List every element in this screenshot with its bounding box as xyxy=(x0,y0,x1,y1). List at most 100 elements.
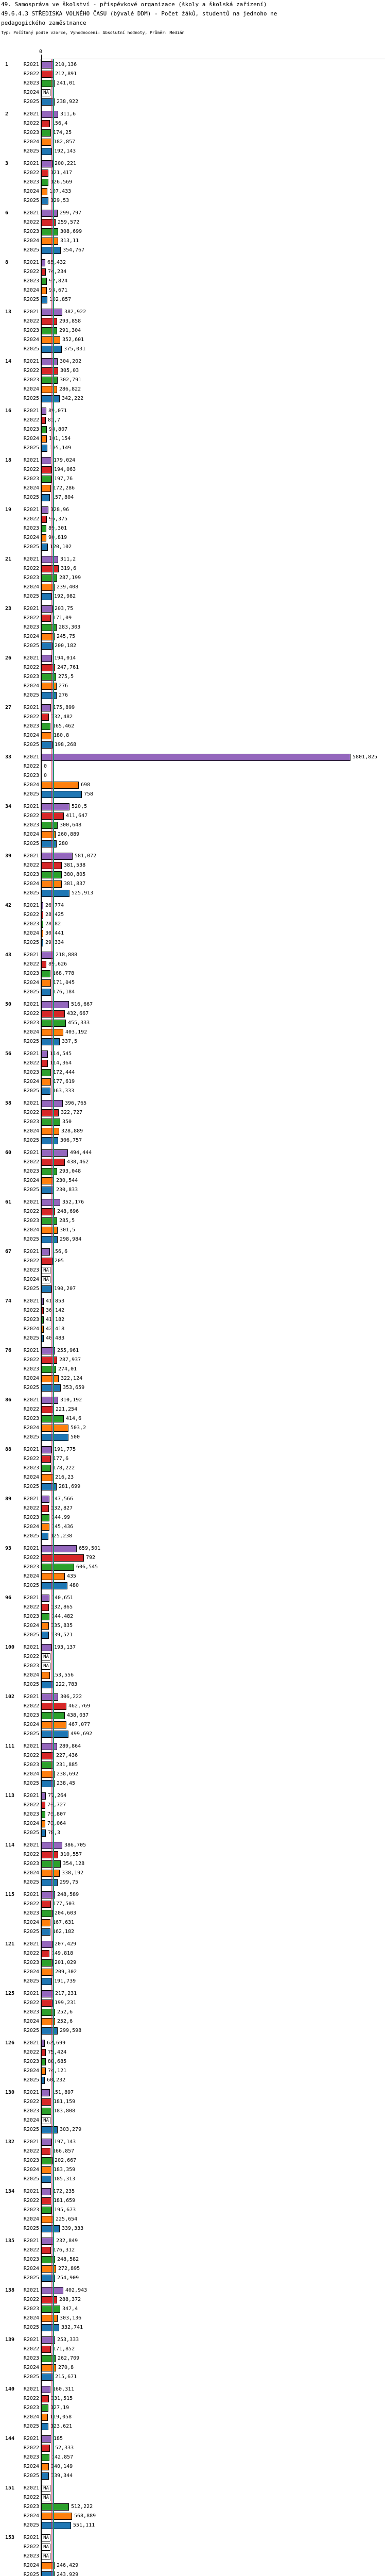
value-label: 322,124 xyxy=(61,1376,83,1381)
value-label: 230,544 xyxy=(56,1178,78,1183)
bar xyxy=(42,1582,67,1589)
value-label: 5801,825 xyxy=(353,754,378,760)
year-label: R2024 xyxy=(23,238,39,244)
bar xyxy=(42,228,58,235)
value-label: 245,75 xyxy=(57,634,76,639)
bar-row: R202578,3 xyxy=(0,1828,386,1838)
value-label: 302,791 xyxy=(60,377,82,383)
year-label: R2024 xyxy=(23,881,39,887)
bar-row: R2021 382,922 xyxy=(0,308,386,317)
bar-group: 58 R2021 396,765 R2022 322,727 R2023 350 R2024 3… xyxy=(0,1099,386,1145)
bar xyxy=(42,71,53,78)
bar-row: R2021 402,943 xyxy=(0,2286,386,2295)
bar xyxy=(42,2216,54,2223)
year-label: R2022 xyxy=(23,417,39,423)
bar-group: 100 R2021 193,137 R2022 NA R2023 NA R2024 153,55… xyxy=(0,1643,386,1689)
bar-row: R2022 96,375 xyxy=(0,515,386,524)
year-label: R2024 xyxy=(23,2068,39,2074)
value-label: 230,833 xyxy=(56,1187,78,1193)
year-label: R2023 xyxy=(23,1416,39,1421)
group-number: 74 xyxy=(5,1298,12,1304)
bar xyxy=(42,1910,52,1917)
value-label: 438,462 xyxy=(67,1159,89,1165)
bar xyxy=(42,1879,58,1886)
year-label: R2025 xyxy=(23,1583,39,1588)
year-label: R2021 xyxy=(23,2287,39,2293)
year-label: R2024 xyxy=(23,1326,39,1332)
year-label: R2025 xyxy=(23,742,39,748)
bar-row: R2023 308,699 xyxy=(0,227,386,236)
year-label: R2024 xyxy=(23,1573,39,1579)
bar xyxy=(42,1959,52,1967)
year-label: R2025 xyxy=(23,1830,39,1836)
bar xyxy=(42,961,46,968)
bar xyxy=(42,642,52,650)
bar-row: R2024 182,857 xyxy=(0,138,386,147)
value-label: 500 xyxy=(71,1434,80,1440)
year-label: R2023 xyxy=(23,2009,39,2015)
value-label: 308,699 xyxy=(60,229,82,234)
value-label: 339,333 xyxy=(62,2226,84,2231)
bar-row: R2024 119,058 xyxy=(0,2413,386,2422)
value-label: 80,685 xyxy=(48,2059,67,2064)
year-label: R2022 xyxy=(23,121,39,126)
bar xyxy=(42,1227,58,1234)
year-label: R2021 xyxy=(23,2386,39,2392)
bar-group: 16 R2021 89,071 R202281,7 R2023 98,807 R2024 10… xyxy=(0,406,386,453)
bar-row: R2022 132,865 xyxy=(0,1603,386,1612)
year-label: R2024 xyxy=(23,1623,39,1629)
value-label: 182,857 xyxy=(54,139,76,145)
bar xyxy=(42,2463,49,2470)
value-label: 248,696 xyxy=(57,1209,79,1214)
bar xyxy=(42,278,47,285)
bar xyxy=(42,2148,50,2155)
bar-row: R202281,7 xyxy=(0,416,386,425)
value-label: 0 xyxy=(44,764,47,769)
bar xyxy=(42,1851,58,1858)
bar-row: R2023 172,444 xyxy=(0,1068,386,1077)
year-label: R2021 xyxy=(23,161,39,166)
bar-group: 21 R2021 311,2 R2022 319,6 R2023 287,199 R2024 2… xyxy=(0,555,386,601)
bar-row: R2021 194,014 xyxy=(0,654,386,663)
value-label: 114,364 xyxy=(50,1060,72,1066)
bar xyxy=(42,633,55,640)
group-number: 93 xyxy=(5,1546,12,1551)
bar-row: R2023 NA xyxy=(0,1662,386,1671)
bar-group: 56 R2021 114,545 R2022 114,364 R2023 172,444 R2… xyxy=(0,1049,386,1096)
value-label: 551,111 xyxy=(73,2522,95,2528)
bar-row: R2021 5801,825 xyxy=(0,753,386,762)
year-label: R2022 xyxy=(23,170,39,176)
year-label: R2022 xyxy=(23,1901,39,1907)
bar-row: R2022 432,667 xyxy=(0,1009,386,1019)
value-label: 299,598 xyxy=(60,2028,82,2033)
year-label: R2022 xyxy=(23,269,39,275)
year-label: R2022 xyxy=(23,615,39,621)
value-label: 212,891 xyxy=(55,71,77,77)
group-number: 111 xyxy=(5,1743,15,1749)
value-label: 248,589 xyxy=(57,1892,79,1897)
bar-row: R2022 149,818 xyxy=(0,1949,386,1958)
year-label: R2023 xyxy=(23,2355,39,2361)
bar-row: R2024 322,124 xyxy=(0,1374,386,1383)
value-label: 125,238 xyxy=(50,1533,73,1539)
bar xyxy=(42,1425,68,1432)
value-label: 128,96 xyxy=(50,507,69,513)
year-label: R2023 xyxy=(23,328,39,333)
year-label: R2022 xyxy=(23,1159,39,1165)
value-label: 342,222 xyxy=(62,396,84,401)
bar-group: 67 R2021 156,6 R2022 205 R2023 NA R2024 NA R2025 1… xyxy=(0,1247,386,1294)
bar-row: R2025 40,483 xyxy=(0,1334,386,1343)
year-label: R2022 xyxy=(23,318,39,324)
bar-row: R2022 194,063 xyxy=(0,465,386,474)
bar-row: R2021 41,853 xyxy=(0,1297,386,1306)
bar xyxy=(42,1248,50,1256)
value-label: 698 xyxy=(81,782,91,788)
value-label: 467,077 xyxy=(68,1722,91,1727)
bar-row: R2021 197,143 xyxy=(0,2138,386,2147)
bar xyxy=(42,1820,45,1827)
bar-group: 33 R2021 5801,825 R2022 0 R2023 0 R2024 698 R2025… xyxy=(0,753,386,799)
na-box: NA xyxy=(42,89,50,96)
bar-row: R2025 125,238 xyxy=(0,1532,386,1541)
bar-row: R2023 80,685 xyxy=(0,2057,386,2066)
bar xyxy=(42,2315,58,2322)
